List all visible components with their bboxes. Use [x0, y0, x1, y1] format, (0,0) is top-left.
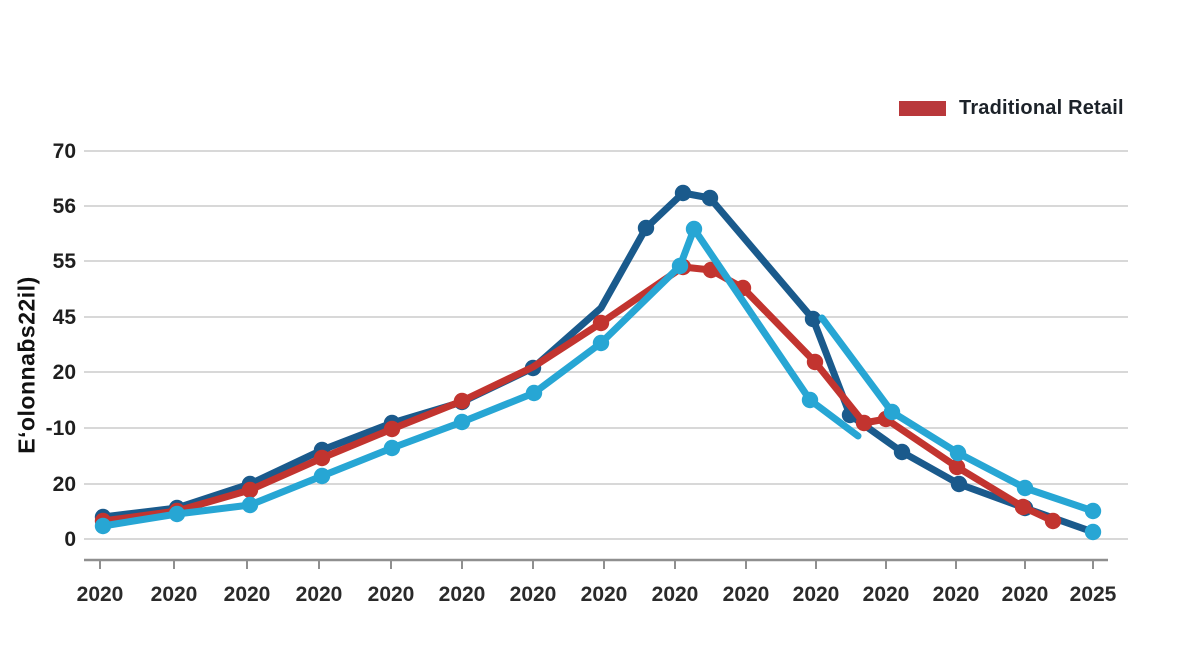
x-tick-label: 2020: [793, 583, 840, 606]
red-line-point: [855, 414, 873, 432]
x-tick-label: 2020: [368, 583, 415, 606]
y-tick-label: 20: [53, 473, 76, 496]
x-tick-label: 2020: [581, 583, 628, 606]
light-blue-line-point: [525, 384, 543, 402]
red-line-point: [383, 420, 401, 438]
dark-blue-line-point: [701, 189, 719, 207]
light-blue-line-point: [685, 220, 703, 238]
red-line-point: [592, 314, 610, 332]
y-tick-label: 56: [53, 195, 76, 218]
y-tick-label: 20: [53, 361, 76, 384]
red-line-point: [948, 458, 966, 476]
dark-blue-line-point: [637, 219, 655, 237]
legend-label-traditional-retail: Traditional Retail: [959, 96, 1124, 119]
dark-blue-line-point: [804, 310, 822, 328]
x-tick-label: 2020: [224, 583, 271, 606]
light-blue-line-point: [94, 517, 112, 535]
x-tick-label: 2020: [439, 583, 486, 606]
x-tick-label: 2020: [77, 583, 124, 606]
light-blue-line-point: [671, 257, 689, 275]
light-blue-line-point: [313, 467, 331, 485]
x-tick-label: 2020: [933, 583, 980, 606]
dark-blue-line-point: [950, 475, 968, 493]
y-tick-label: 0: [64, 528, 76, 551]
x-tick-label: 2020: [510, 583, 557, 606]
extra-point: [1084, 523, 1102, 541]
light-blue-line-point: [453, 413, 471, 431]
red-line-point: [1044, 512, 1062, 530]
x-tick-label: 2020: [863, 583, 910, 606]
y-tick-label: 70: [53, 140, 76, 163]
light-blue-line-point: [383, 439, 401, 457]
x-tick-label: 2020: [1002, 583, 1049, 606]
y-tick-label: 55: [53, 250, 77, 273]
red-line-point: [1014, 498, 1032, 516]
red-line-point: [806, 353, 824, 371]
red-line-point: [313, 449, 331, 467]
light-blue-line-point: [801, 391, 819, 409]
light-blue-line-branch-point: [1084, 502, 1102, 520]
legend-swatch-traditional-retail: [899, 100, 946, 116]
light-blue-line-point: [592, 334, 610, 352]
x-tick-label: 2020: [652, 583, 699, 606]
y-tick-label: 45: [53, 306, 77, 329]
x-tick-label: 2020: [151, 583, 198, 606]
x-tick-label: 2020: [296, 583, 343, 606]
x-tick-label: 2025: [1070, 583, 1117, 606]
x-tick-label: 2020: [723, 583, 770, 606]
light-blue-line-branch-point: [883, 403, 901, 421]
light-blue-line-branch-point: [1016, 479, 1034, 497]
light-blue-line-branch-point: [949, 444, 967, 462]
dark-blue-line-point: [674, 184, 692, 202]
red-line-point: [241, 481, 259, 499]
light-blue-line-point: [168, 505, 186, 523]
red-line-point: [453, 392, 471, 410]
legend: Traditional Retail: [899, 97, 1124, 119]
dark-blue-line-point: [893, 443, 911, 461]
light-blue-line-point: [241, 496, 259, 514]
light-blue-line: [99, 225, 862, 530]
y-tick-label: -10: [46, 417, 76, 440]
